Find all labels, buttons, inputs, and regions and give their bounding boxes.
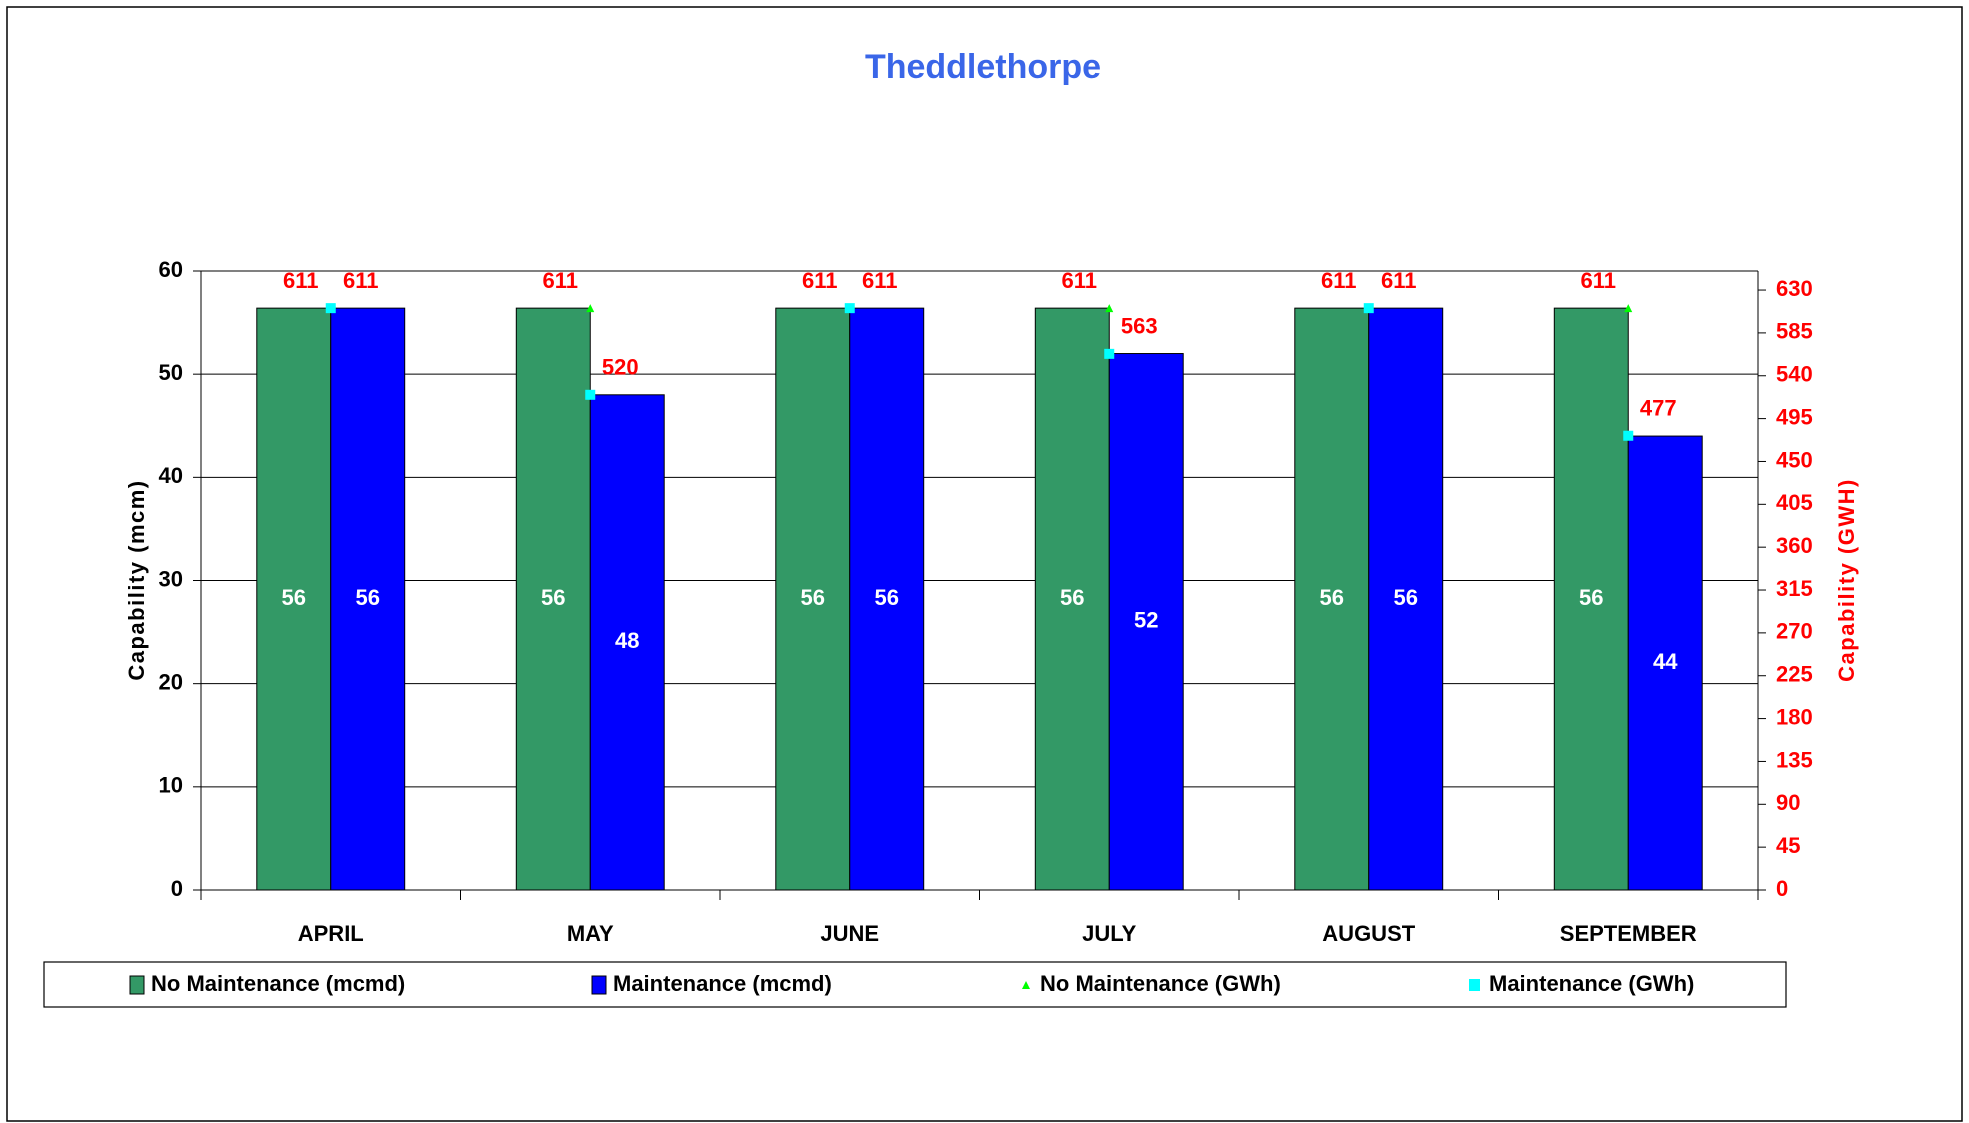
bar — [1294, 307, 1370, 891]
legend-box — [43, 961, 1787, 1008]
bar — [1627, 435, 1703, 891]
bar — [1368, 307, 1444, 891]
bar-label: 56 — [1579, 585, 1603, 610]
bar-label: 56 — [801, 585, 825, 610]
bar-label: 48 — [615, 628, 639, 653]
y2-tick-label: 135 — [1776, 747, 1813, 772]
bar — [1108, 353, 1184, 891]
y-tick-label: 20 — [159, 669, 183, 694]
marker-label: 520 — [602, 355, 639, 380]
y2-tick-label: 315 — [1776, 576, 1813, 601]
marker-label: 611 — [343, 268, 379, 293]
legend-label: Maintenance (GWh) — [1489, 971, 1694, 996]
bar — [330, 307, 406, 891]
bar-label: 44 — [1653, 649, 1678, 674]
legend-label: No Maintenance (mcmd) — [151, 971, 405, 996]
bar-label: 56 — [1320, 585, 1344, 610]
bar-label: 56 — [1393, 585, 1417, 610]
legend-label: No Maintenance (GWh) — [1040, 971, 1281, 996]
bar — [256, 307, 332, 891]
y2-tick-label: 585 — [1776, 319, 1813, 344]
marker — [1104, 348, 1115, 359]
legend-swatch — [591, 975, 607, 995]
y-tick-label: 10 — [159, 773, 183, 798]
y2-tick-label: 0 — [1776, 876, 1788, 901]
y2-tick-label: 450 — [1776, 447, 1813, 472]
marker — [586, 304, 595, 313]
y2-tick-label: 540 — [1776, 362, 1813, 387]
bar-label: 56 — [355, 585, 379, 610]
marker — [585, 389, 596, 400]
y-tick-label: 30 — [159, 566, 183, 591]
marker-label: 611 — [862, 268, 898, 293]
marker-label: 611 — [1381, 268, 1417, 293]
bar-label: 56 — [282, 585, 306, 610]
x-tick-label: APRIL — [298, 921, 364, 946]
bar — [775, 307, 851, 891]
legend-swatch — [1022, 981, 1030, 989]
y2-axis-label: Capability (GWH) — [1834, 478, 1859, 682]
y2-tick-label: 45 — [1776, 833, 1800, 858]
marker-label: 611 — [1062, 268, 1098, 293]
x-tick-label: JUNE — [820, 921, 879, 946]
bar — [1553, 307, 1629, 891]
marker-label: 477 — [1640, 396, 1677, 421]
chart-title: Theddlethorpe — [865, 48, 1101, 86]
y2-tick-label: 360 — [1776, 533, 1813, 558]
y2-tick-label: 90 — [1776, 790, 1800, 815]
bar — [589, 394, 665, 891]
bar-label: 52 — [1134, 608, 1158, 633]
y-tick-label: 40 — [159, 463, 183, 488]
marker — [325, 303, 336, 314]
y-axis-label: Capability (mcm) — [124, 479, 149, 680]
marker — [1623, 430, 1634, 441]
x-tick-label: JULY — [1082, 921, 1137, 946]
marker — [844, 303, 855, 314]
y2-tick-label: 405 — [1776, 490, 1813, 515]
y-tick-label: 50 — [159, 360, 183, 385]
bar-label: 56 — [541, 585, 565, 610]
marker-label: 611 — [1581, 268, 1617, 293]
marker-label: 611 — [1321, 268, 1357, 293]
marker — [1624, 304, 1633, 313]
y2-tick-label: 270 — [1776, 619, 1813, 644]
marker — [1105, 304, 1114, 313]
marker-label: 611 — [802, 268, 838, 293]
marker-label: 611 — [283, 268, 319, 293]
marker-label: 611 — [543, 268, 579, 293]
legend-swatch — [1469, 979, 1480, 991]
bar-label: 56 — [1060, 585, 1084, 610]
y2-tick-label: 180 — [1776, 704, 1813, 729]
y2-tick-label: 495 — [1776, 404, 1813, 429]
marker — [1363, 303, 1374, 314]
y2-tick-label: 630 — [1776, 276, 1813, 301]
y2-tick-label: 225 — [1776, 662, 1813, 687]
y-tick-label: 60 — [159, 257, 183, 282]
x-tick-label: SEPTEMBER — [1560, 921, 1697, 946]
bar-label: 56 — [874, 585, 898, 610]
y-tick-label: 0 — [171, 876, 183, 901]
x-tick-label: AUGUST — [1322, 921, 1415, 946]
legend-label: Maintenance (mcmd) — [613, 971, 832, 996]
bar — [1034, 307, 1110, 891]
legend-swatch — [129, 975, 145, 995]
marker-label: 563 — [1121, 314, 1158, 339]
bar — [849, 307, 925, 891]
x-tick-label: MAY — [567, 921, 614, 946]
bar — [515, 307, 591, 891]
